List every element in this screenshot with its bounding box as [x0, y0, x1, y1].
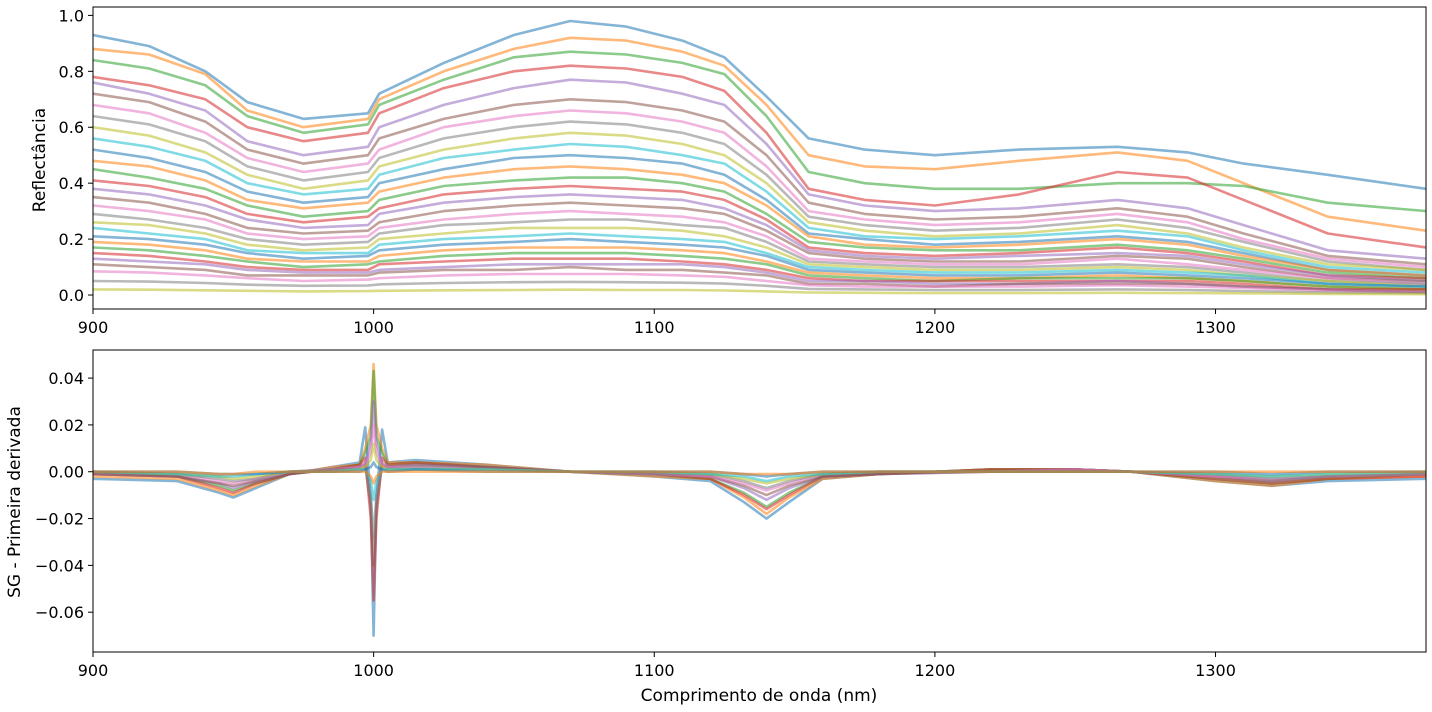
derivative-y-tick-label: 0.00: [48, 463, 84, 482]
reflectance-y-tick-label: 1.0: [59, 6, 84, 25]
reflectance-series-line: [93, 246, 1426, 291]
derivative-x-tick-label: 1300: [1195, 661, 1236, 680]
derivative-x-tick-label: 1000: [353, 661, 394, 680]
reflectance-series-line: [93, 263, 1426, 294]
derivative-y-axis-label: SG - Primeira derivada: [5, 406, 25, 598]
derivative-y-tick-label: −0.04: [35, 556, 84, 575]
reflectance-y-axis-label: Reflectância: [30, 108, 50, 212]
reflectance-series-line: [93, 114, 1426, 272]
derivative-x-tick-label: 1100: [634, 661, 675, 680]
reflectance-series-line: [93, 270, 1426, 294]
derivative-y-axis: 0.04 0.02 0.00 −0.02 −0.04 −0.06: [35, 369, 93, 622]
reflectance-series-line: [93, 240, 1426, 291]
reflectance-series-line: [93, 148, 1426, 277]
reflectance-series-line: [93, 78, 1426, 260]
reflectance-series-line: [93, 64, 1426, 249]
reflectance-series-group: [93, 19, 1426, 296]
derivative-panel: 900 1000 1100 1200 1300 0.04 0.02 0.00 −0.02 −0.…: [5, 349, 1427, 680]
reflectance-y-tick-label: 0.8: [59, 62, 84, 81]
reflectance-x-tick-label: 900: [78, 318, 109, 337]
derivative-x-axis: 900 1000 1100 1200 1300: [78, 652, 1236, 680]
reflectance-x-tick-label: 1000: [353, 318, 394, 337]
reflectance-panel: 900 1000 1100 1200 1300 0.0 0.2 0.4 0.6 0.8 1.0 R…: [30, 6, 1427, 337]
reflectance-series-line: [93, 221, 1426, 288]
reflectance-x-tick-label: 1300: [1195, 318, 1236, 337]
reflectance-series-line: [93, 279, 1426, 295]
reflectance-series-line: [93, 36, 1426, 232]
reflectance-series-line: [93, 204, 1426, 286]
reflectance-series-line: [93, 187, 1426, 283]
derivative-x-tick-label: 900: [78, 661, 109, 680]
reflectance-series-line: [93, 167, 1426, 280]
derivative-series-line: [93, 470, 1426, 485]
reflectance-series-line: [93, 103, 1426, 269]
derivative-y-tick-label: 0.04: [48, 369, 84, 388]
reflectance-series-line: [93, 257, 1426, 294]
reflectance-series-line: [93, 137, 1426, 274]
reflectance-series-line: [93, 92, 1426, 266]
reflectance-x-tick-label: 1100: [634, 318, 675, 337]
reflectance-series-line: [93, 288, 1426, 296]
reflectance-series-line: [93, 50, 1426, 213]
reflectance-y-tick-label: 0.2: [59, 230, 84, 249]
reflectance-series-line: [93, 159, 1426, 277]
derivative-y-tick-label: −0.06: [35, 603, 84, 622]
derivative-plot-frame: [92, 349, 1427, 653]
x-axis-label: Comprimento de onda (nm): [641, 686, 878, 706]
derivative-x-tick-label: 1200: [915, 661, 956, 680]
reflectance-x-axis: 900 1000 1100 1200 1300: [78, 309, 1236, 337]
reflectance-series-line: [93, 226, 1426, 288]
derivative-y-tick-label: −0.02: [35, 510, 84, 529]
reflectance-series-line: [93, 125, 1426, 272]
derivative-y-tick-label: 0.02: [48, 416, 84, 435]
reflectance-series-line: [93, 19, 1426, 191]
derivative-series-line: [93, 426, 1426, 637]
reflectance-x-tick-label: 1200: [915, 318, 956, 337]
derivative-series-group: [93, 362, 1426, 637]
reflectance-y-axis: 0.0 0.2 0.4 0.6 0.8 1.0: [59, 6, 93, 305]
reflectance-y-tick-label: 0.6: [59, 118, 84, 137]
reflectance-series-line: [93, 179, 1426, 280]
reflectance-y-tick-label: 0.4: [59, 174, 84, 193]
reflectance-series-line: [93, 212, 1426, 286]
reflectance-y-tick-label: 0.0: [59, 286, 84, 305]
reflectance-plot-frame: [92, 6, 1427, 310]
reflectance-series-line: [93, 195, 1426, 283]
reflectance-series-line: [93, 235, 1426, 288]
